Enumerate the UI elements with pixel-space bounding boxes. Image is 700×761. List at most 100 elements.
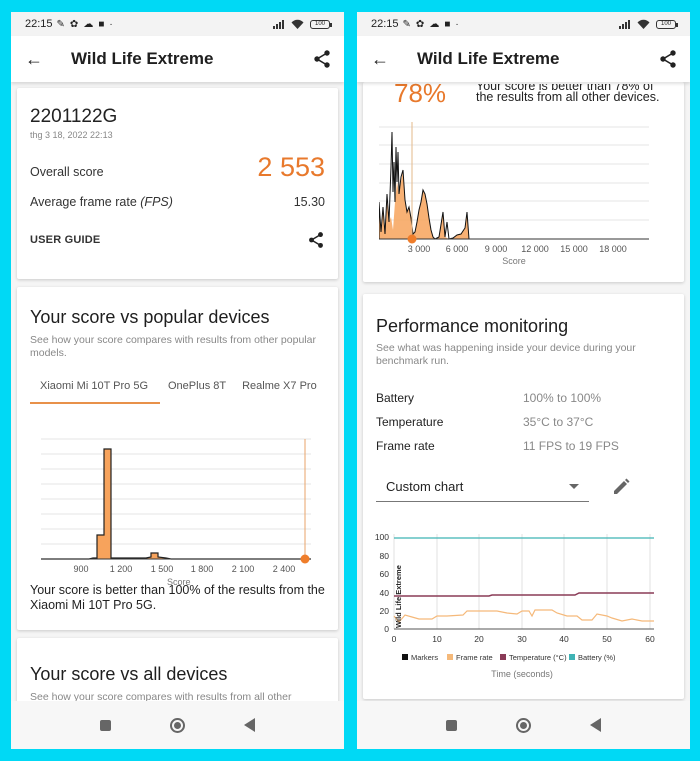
settings-icon: ✿ <box>415 18 425 30</box>
svg-text:20: 20 <box>474 634 484 644</box>
tab-realme-x7-pro[interactable]: Realme X7 Pro <box>242 380 317 392</box>
video-icon: ■ <box>444 18 451 30</box>
signal-icon <box>619 19 630 29</box>
svg-text:1 500: 1 500 <box>151 564 174 574</box>
overall-score-label: Overall score <box>30 165 104 179</box>
status-time: 22:15 <box>371 18 399 30</box>
svg-text:12 000: 12 000 <box>521 244 549 254</box>
svg-text:Time (seconds): Time (seconds) <box>491 669 553 679</box>
svg-text:9 000: 9 000 <box>485 244 508 254</box>
section-title: Your score vs popular devices <box>30 307 270 327</box>
svg-text:Frame rate: Frame rate <box>456 653 493 662</box>
stat-temperature: Temperature 35°C to 37°C <box>376 415 594 429</box>
device-tabs: Xiaomi Mi 10T Pro 5G OnePlus 8T Realme X… <box>30 376 325 404</box>
svg-text:30: 30 <box>517 634 527 644</box>
popular-devices-card: Your score vs popular devices See how yo… <box>17 287 338 630</box>
notification-icon: ✎ <box>56 18 65 30</box>
section-subtitle: See what was happening inside your devic… <box>376 342 636 367</box>
svg-text:10: 10 <box>432 634 442 644</box>
app-bar: ← Wild Life Extreme <box>11 36 344 82</box>
svg-text:60: 60 <box>645 634 655 644</box>
app-bar: ← Wild Life Extreme <box>357 36 690 82</box>
section-subtitle: See how your score compares with results… <box>30 334 316 359</box>
wifi-icon <box>637 19 650 29</box>
svg-text:Markers: Markers <box>411 653 438 662</box>
svg-text:1 200: 1 200 <box>110 564 133 574</box>
fps-value: 15.30 <box>293 195 325 209</box>
settings-icon: ✿ <box>69 18 79 30</box>
dot-icon: · <box>455 18 459 30</box>
home-icon[interactable] <box>169 717 185 733</box>
all-devices-histogram: 3 000 6 000 9 000 12 000 15 000 18 000 S… <box>379 122 649 266</box>
section-subtitle: See how your score compares with results… <box>30 691 292 701</box>
back-triangle-icon[interactable] <box>589 718 601 732</box>
caret-down-icon <box>569 484 579 489</box>
status-icons-right: 100 <box>273 19 332 29</box>
share-icon[interactable] <box>312 49 332 69</box>
svg-text:2 400: 2 400 <box>273 564 296 574</box>
svg-text:1 800: 1 800 <box>191 564 214 574</box>
svg-text:3 000: 3 000 <box>408 244 431 254</box>
svg-text:6 000: 6 000 <box>446 244 469 254</box>
svg-text:18 000: 18 000 <box>599 244 627 254</box>
share-icon[interactable] <box>307 231 325 249</box>
overall-score-value: 2 553 <box>257 152 325 182</box>
system-nav-bar <box>357 701 690 749</box>
status-icons-left: ✎ ✿ ☁ ■ · <box>57 19 113 30</box>
svg-text:40: 40 <box>380 588 390 598</box>
recents-icon[interactable] <box>100 719 112 731</box>
cloud-icon: ☁ <box>429 18 440 30</box>
arrow-left-icon[interactable]: ← <box>25 49 43 69</box>
scroll-content[interactable]: 2201122G thg 3 18, 2022 22:13 Overall sc… <box>11 82 344 701</box>
svg-text:15 000: 15 000 <box>560 244 588 254</box>
arrow-left-icon[interactable]: ← <box>371 49 389 69</box>
signal-icon <box>273 19 284 29</box>
svg-text:2 100: 2 100 <box>232 564 255 574</box>
x-axis-label: Score <box>167 577 191 587</box>
status-bar: 22:15 ✎ ✿ ☁ ■ · 100 <box>357 12 690 36</box>
percentile-value: 78% <box>394 82 447 104</box>
system-nav-bar <box>11 701 344 749</box>
performance-line-chart: 100 80 60 40 20 0 0 10 20 30 40 50 60 Wi… <box>375 532 655 679</box>
chart-type-dropdown[interactable]: Custom chart <box>376 472 589 502</box>
all-devices-card: Your score vs all devices See how your s… <box>17 638 338 701</box>
percentile-text: Your score is better than 78% of the res… <box>476 84 660 104</box>
scroll-content[interactable]: 78% Your score is better than 78% of the… <box>357 82 690 701</box>
pencil-icon[interactable] <box>611 477 631 497</box>
dot-icon: · <box>109 18 113 30</box>
svg-text:Battery (%): Battery (%) <box>578 653 616 662</box>
svg-text:40: 40 <box>559 634 569 644</box>
svg-text:0: 0 <box>392 634 397 644</box>
svg-text:100: 100 <box>375 532 389 542</box>
svg-text:60: 60 <box>380 569 390 579</box>
svg-text:Temperature (°C): Temperature (°C) <box>509 653 567 662</box>
tab-xiaomi-mi-10t-pro[interactable]: Xiaomi Mi 10T Pro 5G <box>30 376 160 404</box>
status-time: 22:15 <box>25 18 53 30</box>
svg-text:0: 0 <box>384 624 389 634</box>
tab-oneplus-8t[interactable]: OnePlus 8T <box>168 380 227 392</box>
wifi-icon <box>291 19 304 29</box>
recents-icon[interactable] <box>446 719 458 731</box>
cloud-icon: ☁ <box>83 18 94 30</box>
section-title: Performance monitoring <box>376 316 569 336</box>
back-triangle-icon[interactable] <box>243 718 255 732</box>
comparison-result: Your score is better than 100% of the re… <box>30 583 325 612</box>
phone-left: 22:15 ✎ ✿ ☁ ■ · 100 ← Wild Life Extreme … <box>11 12 344 749</box>
notification-icon: ✎ <box>402 18 411 30</box>
svg-text:900: 900 <box>73 564 88 574</box>
svg-text:20: 20 <box>380 606 390 616</box>
user-guide-button[interactable]: USER GUIDE <box>30 234 101 246</box>
test-date: thg 3 18, 2022 22:13 <box>30 130 113 140</box>
device-name: 2201122G <box>30 106 118 127</box>
svg-text:Wild Life Extreme: Wild Life Extreme <box>394 565 403 628</box>
stat-frame-rate: Frame rate 11 FPS to 19 FPS <box>376 439 619 453</box>
share-icon[interactable] <box>658 49 678 69</box>
all-devices-card: 78% Your score is better than 78% of the… <box>363 82 684 282</box>
section-title: Your score vs all devices <box>30 664 228 684</box>
phone-right: 22:15 ✎ ✿ ☁ ■ · 100 ← Wild Life Extreme … <box>357 12 690 749</box>
battery-icon: 100 <box>310 19 332 29</box>
status-bar: 22:15 ✎ ✿ ☁ ■ · 100 <box>11 12 344 36</box>
home-icon[interactable] <box>515 717 531 733</box>
svg-text:Score: Score <box>502 256 526 266</box>
svg-text:50: 50 <box>602 634 612 644</box>
